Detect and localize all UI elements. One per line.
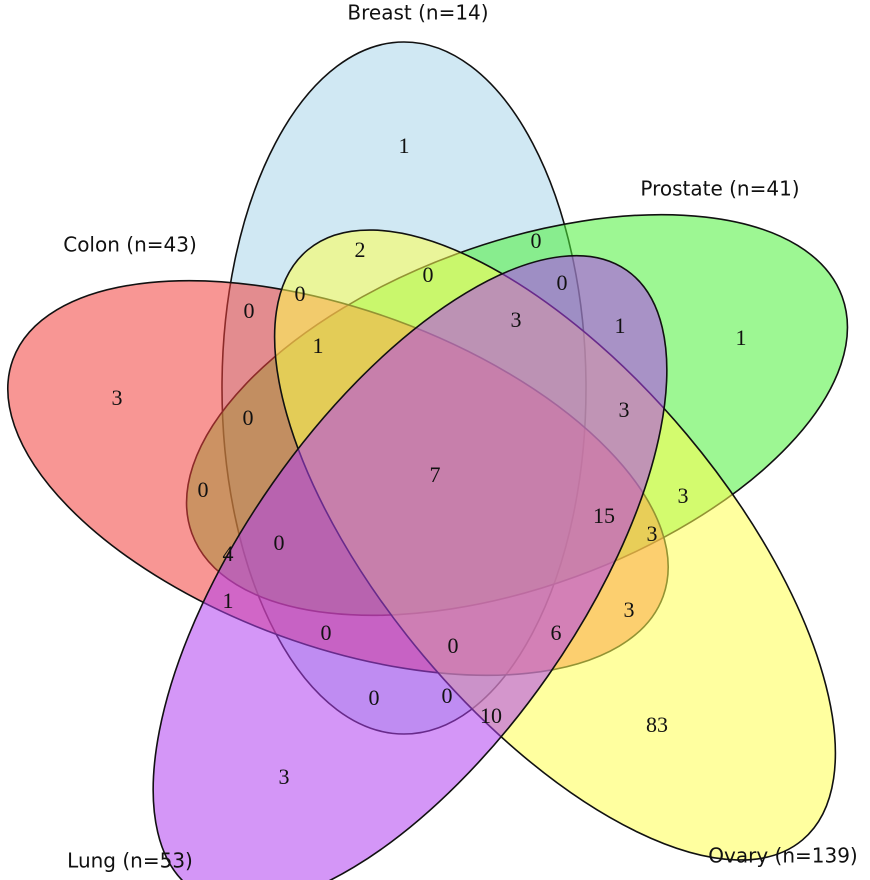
set-label: Colon (n=43) (63, 233, 197, 257)
region-count: 10 (480, 703, 502, 728)
region-count: 0 (423, 262, 434, 287)
region-count: 0 (243, 405, 254, 430)
region-count: 0 (198, 477, 209, 502)
region-count: 3 (647, 521, 658, 546)
region-count: 3 (678, 483, 689, 508)
region-count: 0 (321, 620, 332, 645)
set-label: Ovary (n=139) (708, 844, 857, 868)
region-count: 0 (295, 281, 306, 306)
region-count: 0 (448, 633, 459, 658)
region-count: 0 (369, 685, 380, 710)
set-labels: Breast (n=14) Prostate (n=41) Colon (n=4… (63, 1, 857, 873)
region-count: 3 (511, 307, 522, 332)
region-count: 3 (624, 597, 635, 622)
set-label: Prostate (n=41) (640, 177, 799, 201)
region-count: 4 (223, 541, 234, 566)
set-shapes (7, 41, 849, 880)
region-count: 7 (430, 462, 441, 487)
region-count: 83 (646, 712, 668, 737)
region-count: 0 (244, 298, 255, 323)
region-count: 3 (112, 385, 123, 410)
region-count: 1 (399, 133, 410, 158)
region-count: 15 (593, 503, 615, 528)
region-count: 0 (442, 683, 453, 708)
region-count: 0 (531, 228, 542, 253)
region-count: 1 (615, 313, 626, 338)
region-count: 3 (279, 764, 290, 789)
set-label: Breast (n=14) (347, 1, 488, 25)
lung-set (152, 254, 668, 880)
region-count: 3 (619, 397, 630, 422)
region-count: 0 (274, 530, 285, 555)
set-label: Lung (n=53) (67, 849, 193, 873)
region-count: 1 (313, 333, 324, 358)
region-count: 1 (736, 325, 747, 350)
region-count: 6 (551, 620, 562, 645)
region-count: 2 (355, 237, 366, 262)
region-count: 1 (223, 588, 234, 613)
region-count: 0 (557, 270, 568, 295)
